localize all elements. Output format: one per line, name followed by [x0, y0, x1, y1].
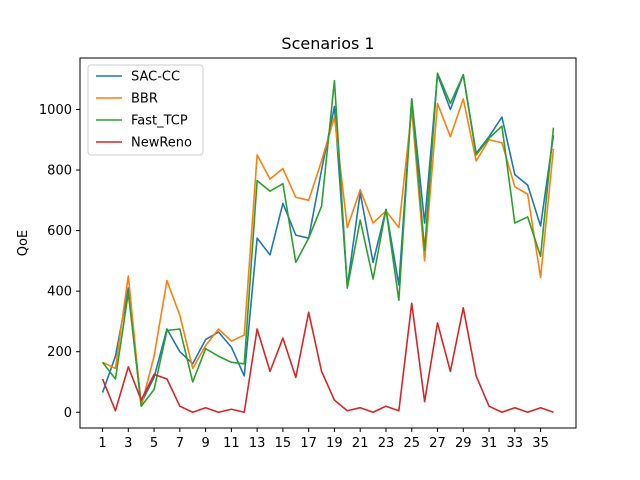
y-tick-label: 600	[47, 224, 72, 239]
x-tick-label: 25	[403, 436, 420, 451]
legend-box	[87, 64, 204, 156]
legend-label-2: Fast_TCP	[131, 114, 188, 129]
x-tick-label: 11	[223, 436, 240, 451]
legend-label-0: SAC-CC	[131, 70, 180, 85]
y-tick-label: 200	[47, 345, 72, 360]
x-tick-label: 33	[507, 436, 524, 451]
legend: SAC-CC BBR Fast_TCP NewReno	[87, 64, 204, 156]
y-axis: 0 200 400 600 800 1000	[39, 103, 80, 421]
x-tick-label: 3	[124, 436, 132, 451]
x-tick-label: 21	[352, 436, 369, 451]
y-tick-label: 800	[47, 164, 72, 179]
x-tick-label: 13	[249, 436, 266, 451]
plot-area-frame	[79, 57, 577, 429]
x-tick-label: 31	[481, 436, 498, 451]
legend-label-1: BBR	[131, 92, 158, 107]
x-tick-label: 1	[98, 436, 106, 451]
x-tick-label: 27	[429, 436, 446, 451]
series-line-2	[101, 72, 555, 408]
x-axis: 1 3 5 7 9 11 13 15 17 19 21 23 25 27 29 31 33 35	[98, 428, 549, 451]
x-tick-label: 19	[326, 436, 343, 451]
series-layer	[101, 72, 555, 414]
series-line-3	[101, 302, 554, 414]
x-tick-label: 9	[201, 436, 209, 451]
y-axis-label: QoE	[16, 230, 31, 256]
x-tick-label: 15	[275, 436, 292, 451]
x-tick-label: 35	[532, 436, 549, 451]
y-tick-label: 400	[47, 285, 72, 300]
y-tick-label: 0	[64, 406, 72, 421]
chart-title: Scenarios 1	[281, 34, 374, 53]
legend-label-3: NewReno	[131, 136, 192, 151]
x-tick-label: 23	[378, 436, 395, 451]
x-tick-label: 5	[150, 436, 158, 451]
y-tick-label: 1000	[39, 103, 72, 118]
x-tick-label: 17	[300, 436, 317, 451]
x-tick-label: 29	[455, 436, 472, 451]
x-tick-label: 7	[176, 436, 184, 451]
